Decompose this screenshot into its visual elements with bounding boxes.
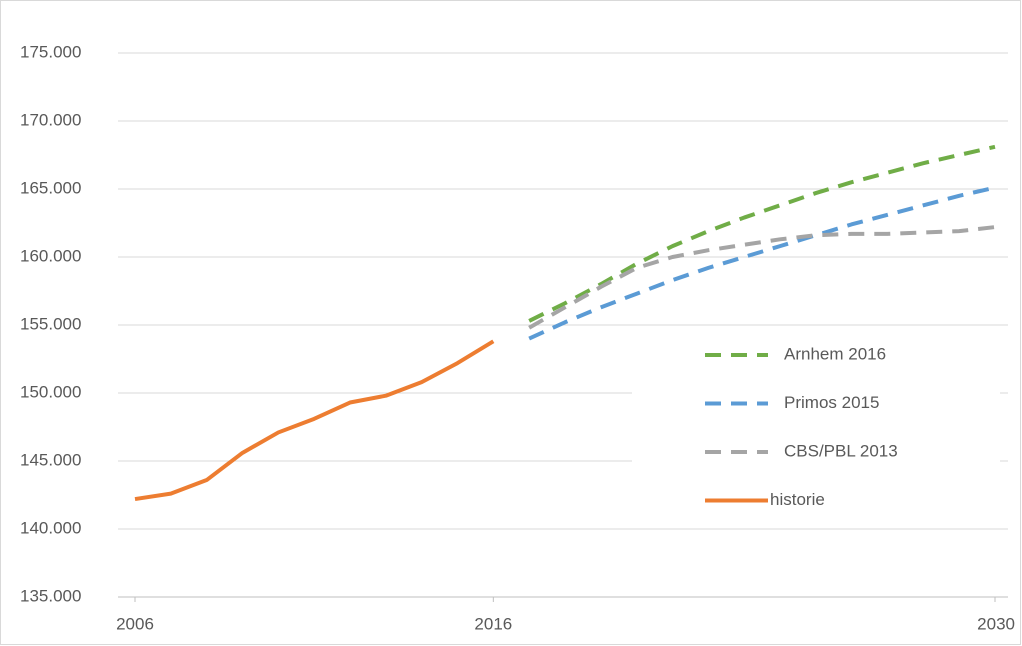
series-line: [528, 144, 996, 323]
legend-label: Primos 2015: [784, 393, 879, 412]
x-tick-label: 2006: [116, 614, 154, 633]
y-tick-label: 170.000: [20, 110, 81, 129]
series-line: [528, 185, 996, 341]
y-tick-label: 160.000: [20, 246, 81, 265]
series-line: [134, 339, 495, 502]
legend-label: CBS/PBL 2013: [784, 441, 898, 460]
legend-label: Arnhem 2016: [784, 344, 886, 363]
x-tick-label: 2016: [474, 614, 512, 633]
y-tick-label: 135.000: [20, 586, 81, 605]
y-tick-label: 165.000: [20, 178, 81, 197]
y-tick-label: 150.000: [20, 382, 81, 401]
x-tick-label: 2030: [977, 614, 1015, 633]
y-tick-label: 175.000: [20, 42, 81, 61]
y-tick-label: 145.000: [20, 450, 81, 469]
y-tick-label: 140.000: [20, 518, 81, 537]
y-tick-label: 155.000: [20, 314, 81, 333]
legend-label: historie: [770, 490, 825, 509]
legend-box: [632, 330, 1000, 525]
series-line: [528, 225, 996, 330]
